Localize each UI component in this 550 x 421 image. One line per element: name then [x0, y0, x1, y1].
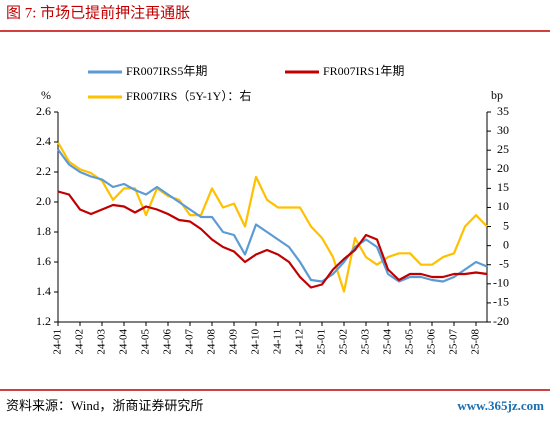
y-tick-label: 2.0 [36, 194, 51, 208]
x-tick-label: 24-03 [96, 329, 108, 355]
y-tick-label: 2.4 [36, 134, 51, 148]
x-tick-label: 25-01 [316, 329, 328, 355]
x-tick-label: 24-11 [272, 329, 284, 354]
y2-tick-label: -15 [493, 295, 509, 309]
y2-tick-label: 35 [497, 104, 509, 118]
watermark: www.365jz.com [457, 398, 544, 413]
source-note: 资料来源：Wind，浙商证券研究所 [6, 398, 203, 413]
series-line [57, 148, 488, 283]
legend-label: FR007IRS（5Y-1Y）：右 [126, 88, 251, 103]
y2-tick-label: -20 [493, 314, 509, 328]
x-tick-label: 25-05 [404, 329, 416, 355]
x-tick-label: 24-07 [184, 329, 196, 355]
series-line [57, 141, 488, 293]
x-tick-label: 25-04 [382, 329, 394, 355]
y2-tick-label: 15 [497, 180, 509, 194]
x-tick-label: 24-06 [162, 329, 174, 355]
x-tick-label: 24-04 [118, 329, 130, 355]
y-tick-label: 2.2 [36, 164, 51, 178]
y2-tick-label: 10 [497, 199, 509, 213]
y2-tick-label: 30 [497, 123, 509, 137]
y2-tick-label: 0 [503, 237, 509, 251]
y2-tick-label: 25 [497, 142, 509, 156]
x-tick-label: 25-08 [470, 329, 482, 355]
x-tick-label: 25-02 [338, 329, 350, 355]
y2-tick-label: -10 [493, 276, 509, 290]
series-line [57, 190, 488, 289]
y-tick-label: 2.6 [36, 104, 51, 118]
x-tick-label: 25-06 [426, 329, 438, 355]
x-tick-label: 24-01 [52, 329, 64, 355]
y2-tick-label: -5 [499, 256, 509, 270]
legend-label: FR007IRS1年期 [323, 64, 404, 78]
y-axis-label: % [41, 88, 51, 102]
y-tick-label: 1.2 [36, 314, 51, 328]
x-tick-label: 25-07 [448, 329, 460, 355]
y-tick-label: 1.4 [36, 284, 51, 298]
y-tick-label: 1.6 [36, 254, 51, 268]
y2-axis-label: bp [491, 88, 503, 102]
x-tick-label: 25-03 [360, 329, 372, 355]
x-tick-label: 24-10 [250, 329, 262, 355]
y2-tick-label: 20 [497, 161, 509, 175]
legend-label: FR007IRS5年期 [126, 64, 207, 78]
x-tick-label: 24-08 [206, 329, 218, 355]
x-tick-label: 24-12 [294, 329, 306, 355]
chart-title: 图 7: 市场已提前押注再通胀 [6, 4, 190, 21]
x-tick-label: 24-02 [74, 329, 86, 355]
x-tick-label: 24-09 [228, 329, 240, 355]
x-tick-label: 24-05 [140, 329, 152, 355]
y2-tick-label: 5 [503, 218, 509, 232]
y-tick-label: 1.8 [36, 224, 51, 238]
